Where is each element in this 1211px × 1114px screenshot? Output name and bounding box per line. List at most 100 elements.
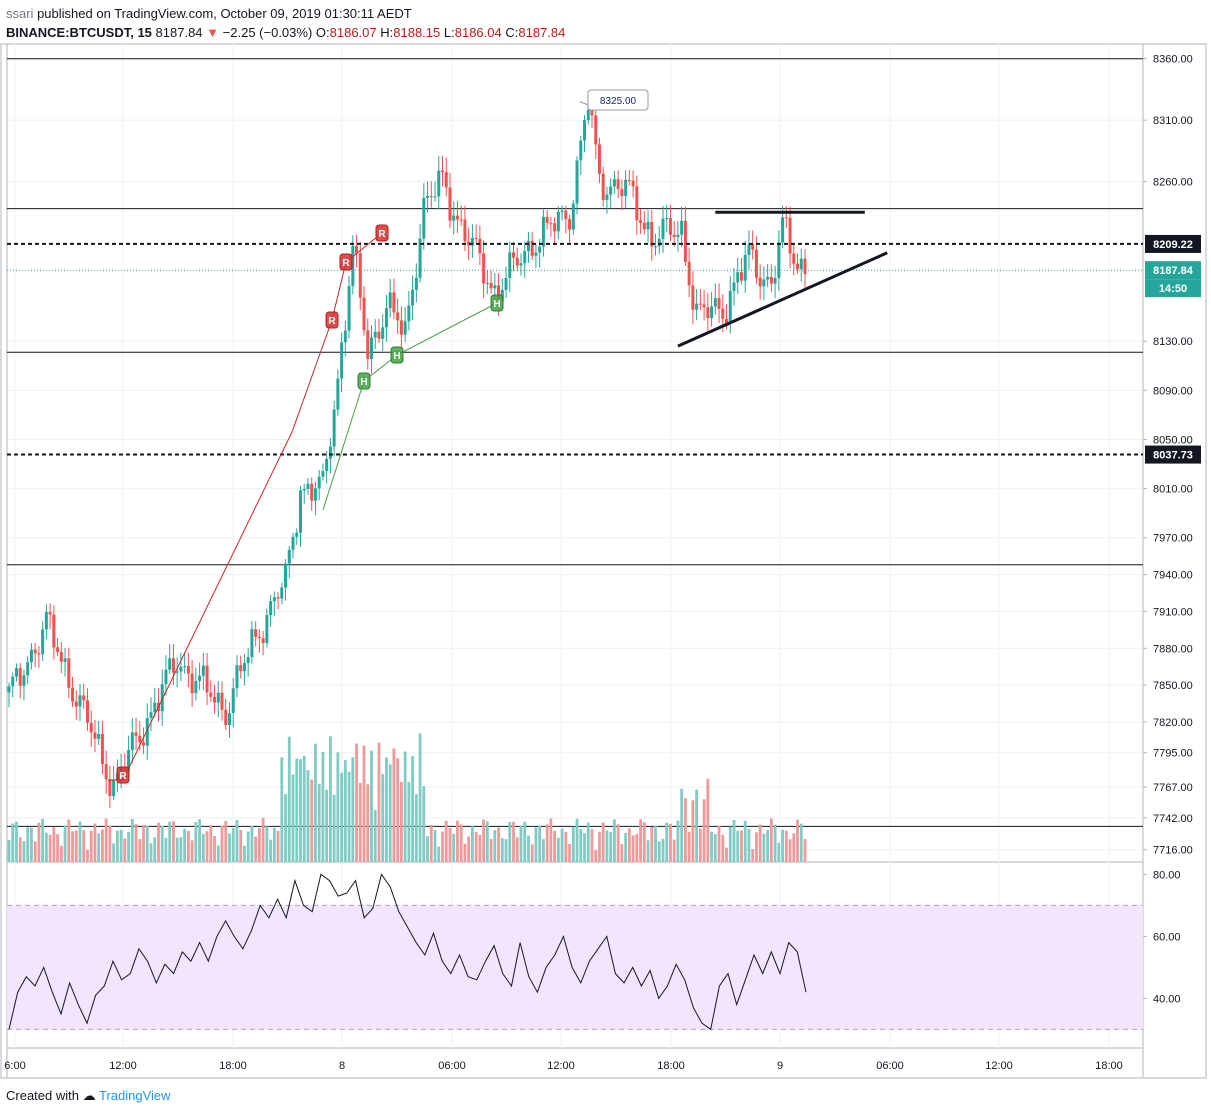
candle <box>261 630 265 656</box>
outer-frame <box>0 43 1207 1079</box>
volume-bar <box>743 820 747 862</box>
volume-bar <box>755 832 758 862</box>
volume-bar <box>620 844 624 862</box>
candle-body <box>635 186 639 221</box>
candle-body <box>710 306 714 319</box>
candle-body <box>74 701 78 707</box>
rsi-band <box>7 905 1143 1030</box>
candle <box>549 216 553 237</box>
candle-body <box>646 222 650 230</box>
x-tick-label: 18:00 <box>657 1060 685 1072</box>
candle-body <box>265 615 269 644</box>
candle-body <box>758 277 762 287</box>
volume-bar <box>325 789 329 862</box>
candle-body <box>769 276 773 284</box>
candle-body <box>227 713 231 726</box>
candle <box>269 594 273 627</box>
volume-bar <box>616 824 620 862</box>
candle <box>265 608 269 648</box>
y-tick-label: 7910.00 <box>1153 606 1193 618</box>
volume-bar <box>542 839 545 862</box>
candle-body <box>216 692 220 703</box>
candle-body <box>508 252 512 278</box>
candle <box>657 226 661 254</box>
candle <box>665 204 669 233</box>
candle <box>108 765 112 808</box>
candle <box>11 672 15 698</box>
candle-body <box>366 330 370 359</box>
candle-body <box>246 657 250 664</box>
candle-body <box>100 733 104 765</box>
candle-body <box>171 658 175 673</box>
candle <box>246 648 250 677</box>
candle-body <box>455 215 459 220</box>
y-tick-label: 7742.00 <box>1153 813 1193 825</box>
candle-body <box>639 220 643 223</box>
annotation-marker: H <box>390 346 404 364</box>
volume-bar <box>605 830 609 862</box>
candle-body <box>605 194 609 200</box>
candle-body <box>687 261 691 286</box>
volume-bar <box>18 837 22 862</box>
candle-body <box>463 219 467 242</box>
price-tag-label: 14:50 <box>1159 283 1187 295</box>
candle-body <box>112 779 116 797</box>
volume-bar <box>396 758 400 862</box>
candle-body <box>665 218 669 220</box>
candle <box>448 172 452 229</box>
candle-body <box>474 237 478 239</box>
volume-bars <box>7 733 807 862</box>
volume-bar <box>299 759 302 862</box>
candle-body <box>597 144 601 174</box>
candle <box>392 278 396 320</box>
candle-body <box>609 186 613 195</box>
candle-body <box>224 709 228 726</box>
candle <box>571 199 575 236</box>
candle <box>179 652 183 682</box>
candle-body <box>766 276 770 280</box>
candle <box>429 181 433 208</box>
candle <box>579 135 583 176</box>
candle <box>646 210 650 243</box>
candle-body <box>261 638 265 644</box>
candle <box>650 209 654 261</box>
volume-bar <box>624 833 628 862</box>
volume-bar <box>41 818 45 862</box>
candle-body <box>321 471 325 477</box>
candle <box>183 652 187 674</box>
source-text: TradingView.com, <box>114 6 217 21</box>
candle-body <box>41 629 45 655</box>
candle <box>194 667 198 701</box>
volume-bar <box>594 850 598 862</box>
volume-bar <box>784 830 788 862</box>
candle <box>455 201 459 234</box>
volume-bar <box>37 822 41 862</box>
candle <box>56 637 60 657</box>
candle-body <box>127 750 131 771</box>
volume-bar <box>747 828 751 862</box>
candle <box>635 175 639 235</box>
volume-bar <box>631 835 635 862</box>
publisher-name[interactable]: ssari <box>6 6 34 21</box>
candle <box>680 206 684 247</box>
candle-body <box>313 488 317 501</box>
volume-bar <box>530 844 534 862</box>
y-tick-label: 7970.00 <box>1153 533 1193 545</box>
tradingview-brand[interactable]: TradingView <box>99 1088 171 1103</box>
volume-bar <box>224 821 228 862</box>
volume-bar <box>441 831 444 862</box>
candle-body <box>568 219 572 230</box>
candle <box>695 289 699 321</box>
volume-bar <box>381 774 385 862</box>
candle <box>276 591 280 610</box>
candle <box>594 109 598 160</box>
candle <box>18 663 22 699</box>
candle-body <box>269 601 273 616</box>
volume-bar <box>534 827 538 862</box>
candle <box>358 241 362 311</box>
volume-bar <box>284 794 287 862</box>
candle <box>381 314 385 352</box>
candle-body <box>149 712 153 718</box>
annotation-label: H <box>393 351 400 362</box>
